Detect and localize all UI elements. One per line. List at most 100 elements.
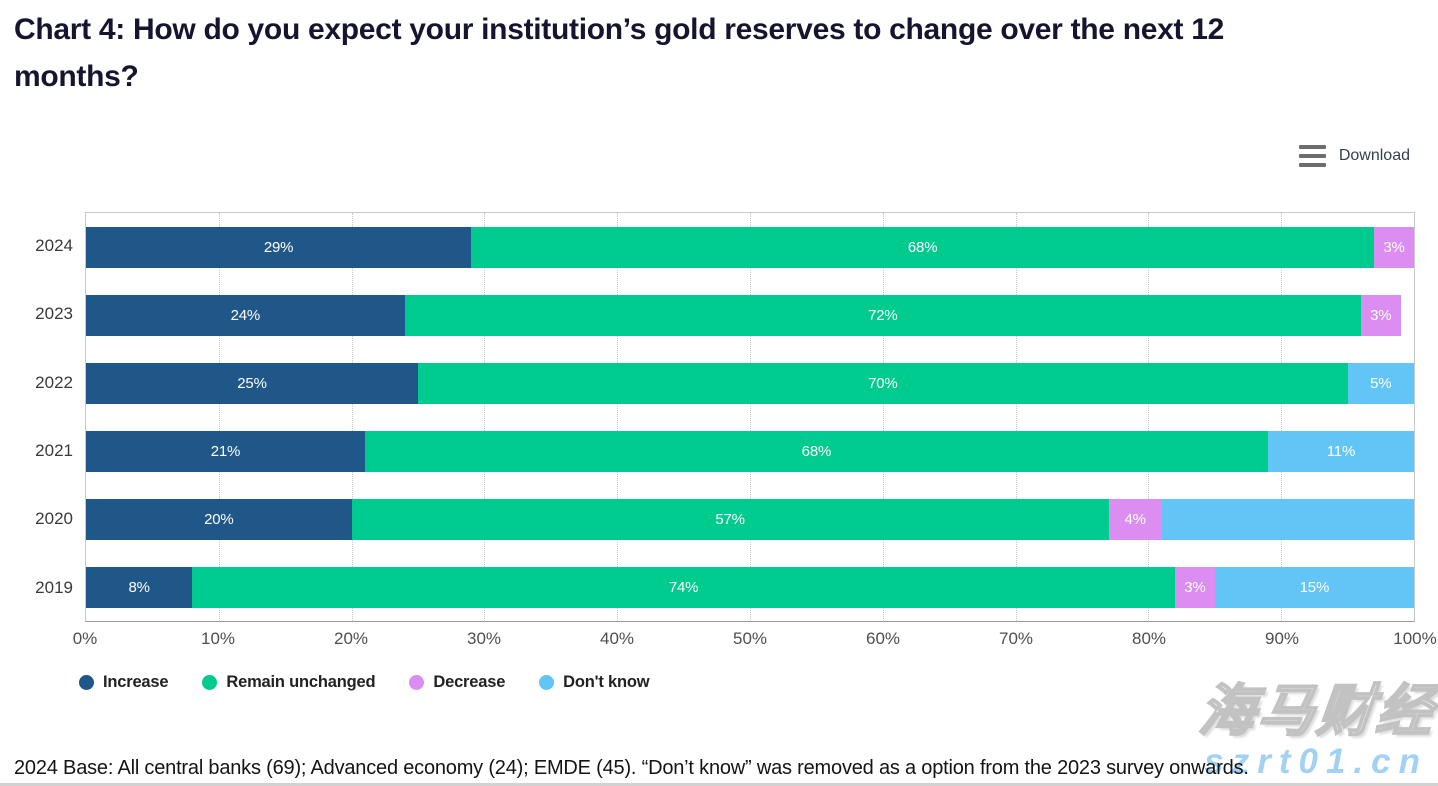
legend-marker-don-t-know [539,675,555,690]
segment-increase-2020[interactable]: 20% [86,498,352,540]
segment-label: 11% [1326,442,1356,460]
legend-item-remain-unchanged[interactable]: Remain unchanged [202,673,376,692]
bar-rows: 29% 68% 3% 24% 72% 3% 25% 70% 5% 21% 68% 11% 20% 57% 4… [86,213,1414,621]
y-axis-label-2021: 2021 [35,441,73,461]
y-axis-label-2022: 2022 [35,372,73,392]
segment-label: 20% [204,510,234,528]
download-button[interactable]: Download [1298,142,1410,169]
bar-row-2022: 25% 70% 5% [86,349,1414,417]
y-axis-label-2020: 2020 [35,509,73,529]
legend-label: Don't know [563,673,650,691]
x-axis-tick-90%: 90% [1264,629,1300,648]
chart-footnote: 2024 Base: All central banks (69); Advan… [14,757,1249,779]
segment-label: 3% [1370,306,1392,324]
gridline-50% [750,213,751,621]
legend-item-don-t-know[interactable]: Don't know [539,673,650,692]
x-axis-tick-100%: 100% [1393,629,1437,648]
gridline-30% [484,213,486,621]
segment-don-t-know-2021[interactable]: 11% [1267,430,1414,472]
segment-increase-2022[interactable]: 25% [86,362,418,404]
segment-label: 72% [868,306,898,324]
x-axis-tick-50%: 50% [732,629,768,648]
y-axis-label-2019: 2019 [35,577,73,597]
segment-decrease-2024[interactable]: 3% [1374,226,1414,268]
segment-decrease-2019[interactable]: 3% [1174,566,1215,608]
bar-row-2019: 8% 74% 3% 15% [86,553,1414,621]
segment-remain-unchanged-2022[interactable]: 70% [418,362,1348,404]
x-axis-tick-80%: 80% [1131,629,1167,648]
legend-label: Decrease [433,673,506,691]
legend-item-increase[interactable]: Increase [79,673,169,692]
gridline-20% [351,213,353,621]
segment-label: 15% [1299,578,1330,596]
segment-label: 25% [237,374,267,392]
segment-decrease-2020[interactable]: 4% [1108,498,1162,540]
stacked-bar-2019: 8% 74% 3% 15% [86,566,1414,608]
gridline-100% [1414,213,1415,621]
segment-label: 3% [1184,578,1206,596]
y-axis-label-2024: 2024 [35,236,73,256]
watermark-cn-text: 海马财经 [1195,678,1438,743]
segment-label: 68% [907,238,938,256]
legend-marker-increase [79,675,94,690]
y-axis-labels: 2024 2023 2022 2021 2020 2019 [0,212,73,622]
stacked-bar-2024: 29% 68% 3% [86,226,1414,268]
segment-label: 21% [210,442,241,460]
x-axis-tick-60%: 60% [865,629,901,648]
segment-label: 74% [668,578,699,596]
segment-label: 57% [715,510,745,528]
segment-don-t-know-2022[interactable]: 5% [1347,362,1414,404]
gridline-60% [882,213,884,621]
stacked-bar-2021: 21% 68% 11% [86,430,1414,472]
segment-label: 24% [230,306,261,324]
x-axis-tick-30%: 30% [466,629,502,648]
legend-marker-decrease [409,675,425,690]
segment-decrease-2023[interactable]: 3% [1360,294,1401,336]
bar-row-2020: 20% 57% 4% [86,485,1414,553]
gridline-80% [1148,213,1150,621]
x-axis-labels: 0% 10% 20% 30% 40% 50% 60% 70% 80% 90% 100% [73,629,1437,653]
bar-row-2021: 21% 68% 11% [86,417,1414,485]
segment-label: 5% [1370,374,1392,392]
watermark-url-text: szrt01.cn [1204,742,1428,781]
segment-remain-unchanged-2023[interactable]: 72% [404,294,1361,336]
page-title: Chart 4: How do you expect your institut… [14,13,1225,93]
segment-label: 70% [868,374,898,392]
gridline-90% [1281,213,1283,621]
segment-remain-unchanged-2019[interactable]: 74% [192,566,1175,608]
segment-remain-unchanged-2020[interactable]: 57% [351,498,1109,540]
segment-remain-unchanged-2021[interactable]: 68% [364,430,1268,472]
y-axis-label-2023: 2023 [35,304,73,324]
download-label: Download [1338,146,1410,164]
x-axis-tick-70%: 70% [998,629,1034,648]
x-axis-tick-10%: 10% [200,629,236,648]
segment-remain-unchanged-2024[interactable]: 68% [471,226,1375,268]
segment-increase-2019[interactable]: 8% [86,566,193,608]
segment-label: 3% [1383,238,1405,256]
segment-increase-2021[interactable]: 21% [86,430,365,472]
plot-area: 29% 68% 3% 24% 72% 3% 25% 70% 5% 21% 68% 11% 20% 57% 4… [85,212,1415,622]
stacked-bar-2020: 20% 57% 4% [86,498,1414,540]
segment-label: 4% [1124,510,1146,528]
segment-label: 8% [128,578,150,596]
gridline-40% [617,213,619,621]
segment-increase-2024[interactable]: 29% [86,226,472,268]
legend-label: Remain unchanged [226,673,376,691]
legend: Increase Remain unchanged Decrease Don't kn… [79,673,650,692]
stacked-bar-2022: 25% 70% 5% [86,362,1414,404]
gridline-10% [218,213,220,621]
bar-row-2023: 24% 72% 3% [86,281,1414,349]
segment-don-t-know-2020[interactable] [1161,498,1414,540]
x-axis-tick-20%: 20% [333,629,369,648]
hamburger-menu-icon [1298,142,1326,169]
segment-don-t-know-2019[interactable]: 15% [1214,566,1414,608]
x-axis-tick-40%: 40% [599,629,635,648]
segment-increase-2023[interactable]: 24% [86,294,405,336]
legend-label: Increase [103,673,169,691]
stacked-bar-2023: 24% 72% 3% [86,294,1414,336]
x-axis-tick-0%: 0% [72,629,98,648]
bar-row-2024: 29% 68% 3% [86,213,1414,281]
legend-item-decrease[interactable]: Decrease [409,673,505,692]
segment-label: 68% [801,442,832,460]
legend-marker-remain-unchanged [202,675,218,690]
